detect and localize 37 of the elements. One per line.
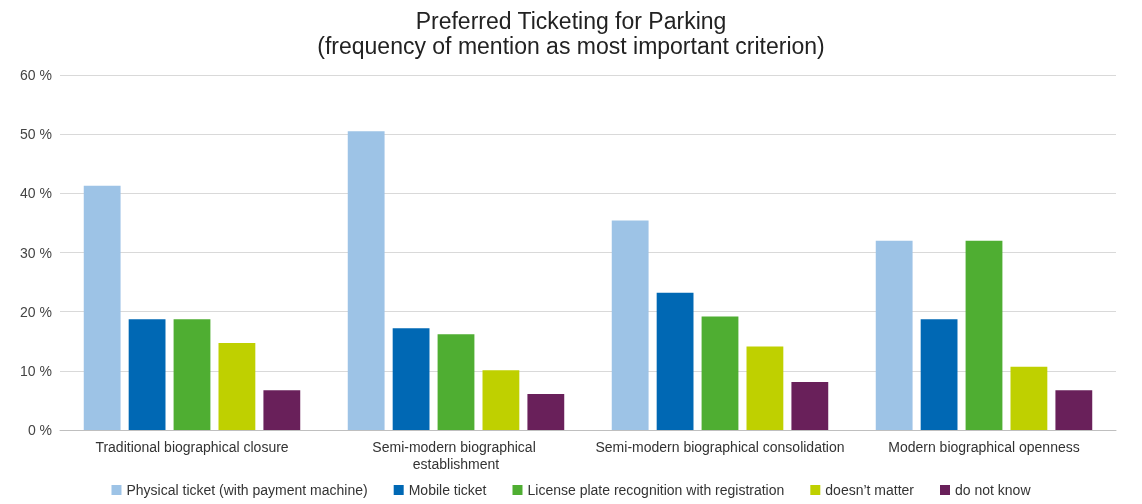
bar [527, 393, 565, 430]
bar [437, 334, 475, 430]
y-tick-label: 50 % [20, 126, 52, 143]
bar [173, 319, 211, 430]
legend-label: License plate recognition with registration [527, 482, 785, 498]
legend-label: Mobile ticket [408, 482, 487, 498]
bar [656, 292, 694, 430]
bar [482, 370, 520, 430]
y-tick-label: 0 % [27, 422, 52, 438]
bar [347, 131, 385, 430]
y-tick-label: 10 % [20, 362, 52, 379]
bar [875, 240, 913, 430]
x-tick-label: Traditional biographical closure [95, 438, 289, 455]
bar [965, 240, 1003, 430]
x-tick-label: Modern biographical openness [888, 438, 1080, 455]
x-tick-label: Semi-modern biographical consolidation [595, 438, 845, 455]
bar [392, 328, 430, 430]
legend-label: Physical ticket (with payment machine) [126, 482, 368, 498]
y-tick-label: 20 % [20, 303, 52, 320]
bar [1010, 366, 1048, 430]
bar [791, 382, 829, 430]
legend-label: doesn’t matter [825, 482, 915, 498]
chart-title: Preferred Ticketing for Parking [415, 7, 727, 34]
bar [128, 319, 166, 430]
bar [611, 220, 649, 430]
legend-label: do not know [955, 482, 1032, 498]
bar [746, 346, 784, 430]
y-tick-label: 60 % [20, 67, 52, 83]
bar [1055, 390, 1093, 430]
bar [701, 316, 739, 430]
bar [83, 185, 121, 430]
x-tick-label: Semi-modern biographical establishment [372, 438, 540, 472]
bar [263, 390, 301, 430]
bar [218, 343, 256, 430]
bar [920, 319, 958, 430]
y-tick-label: 30 % [20, 244, 52, 261]
y-tick-label: 40 % [20, 185, 52, 202]
